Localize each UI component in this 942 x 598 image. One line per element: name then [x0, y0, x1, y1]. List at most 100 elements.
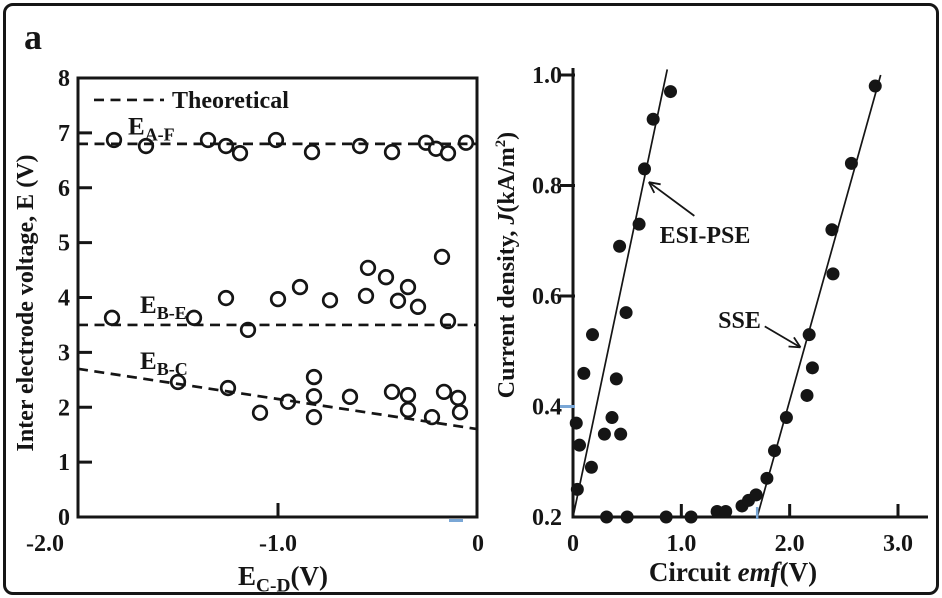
- label-ebc: EB-C: [140, 348, 188, 379]
- electrode-voltage-x-axis-label: EC-D(V): [238, 561, 328, 597]
- electrode-voltage-ytick-label: 8: [58, 66, 70, 92]
- blue-dash-below-axis: [449, 519, 463, 522]
- data-point: [577, 366, 591, 380]
- data-point: [217, 289, 235, 307]
- data-point: [185, 309, 203, 326]
- electrode-voltage-ytick-label: 3: [58, 340, 70, 366]
- electrode-voltage-xtick-label: 0: [472, 531, 484, 557]
- data-point: [613, 239, 627, 253]
- data-point: [231, 145, 249, 162]
- data-point: [303, 143, 321, 161]
- electrode-voltage-ytick-label: 1: [58, 450, 70, 476]
- polarization-curves-ytick-label: 0.6: [532, 284, 562, 310]
- data-point: [800, 388, 814, 402]
- data-point: [399, 401, 417, 419]
- data-point: [868, 79, 882, 93]
- data-point: [749, 488, 763, 502]
- data-point: [409, 298, 427, 315]
- electrode-voltage-ytick-label: 0: [58, 505, 70, 531]
- data-point: [826, 267, 840, 281]
- data-point: [321, 292, 339, 309]
- data-point: [383, 383, 401, 401]
- polarization-curves-ytick-label: 0.8: [532, 174, 562, 200]
- data-point: [586, 328, 599, 342]
- data-point: [305, 368, 323, 386]
- polarization-curves-ytick-label: 0.2: [532, 505, 562, 531]
- panel-label: a: [24, 17, 42, 57]
- fit-line-esi-pse: [572, 69, 669, 518]
- electrode-voltage-ytick-label: 6: [58, 176, 70, 202]
- data-point: [664, 85, 677, 99]
- data-point: [449, 389, 467, 407]
- data-point: [609, 372, 623, 386]
- data-point: [825, 223, 839, 237]
- annotation-esi-pse: ESI-PSE: [660, 223, 751, 249]
- annotation-arrow-sse: [764, 325, 802, 349]
- polarization-curves-ytick-label: 0.4: [532, 395, 562, 421]
- data-point: [684, 510, 698, 524]
- data-point: [570, 482, 584, 496]
- electrode-voltage-ytick-label: 2: [58, 395, 70, 421]
- label-ebe: EB-E: [140, 292, 187, 323]
- electrode-voltage-xtick-label: -1.0: [259, 531, 297, 557]
- electrode-voltage-legend-label: Theoretical: [172, 88, 289, 114]
- annotation-arrow-sse-head-1: [793, 336, 802, 348]
- electrode-voltage-plot-frame: [76, 76, 479, 519]
- electrode-voltage-chart: 0 1 2 3 4 5 6 7 8 -2.0 -1.0 0 Inter electrode voltag…: [13, 66, 484, 597]
- data-point: [389, 292, 407, 309]
- data-point: [399, 278, 417, 296]
- label-eaf: EA-F: [128, 113, 175, 144]
- data-point: [305, 408, 323, 426]
- data-point: [251, 404, 269, 421]
- data-point: [584, 460, 598, 474]
- annotation-arrow-sse-head-0: [788, 345, 801, 349]
- theoretical-line-ebc: [77, 367, 479, 431]
- data-point: [760, 471, 774, 485]
- data-point: [351, 137, 369, 155]
- data-point: [433, 248, 451, 266]
- data-point: [399, 387, 417, 404]
- polarization-curves-xtick-label: 3.0: [883, 531, 913, 557]
- annotation-sse: SSE: [718, 308, 761, 334]
- data-point: [719, 504, 733, 518]
- data-point: [439, 145, 457, 162]
- data-point: [451, 404, 469, 421]
- data-point: [614, 427, 628, 441]
- electrode-voltage-ytick-label: 4: [58, 286, 70, 312]
- data-point: [605, 411, 619, 425]
- data-point: [377, 269, 395, 286]
- data-point: [659, 510, 673, 524]
- data-point: [341, 388, 359, 405]
- electrode-voltage-ytick-label: 7: [58, 121, 70, 147]
- polarization-curves-series-sse-data: [600, 79, 882, 524]
- electrode-voltage-ytick-label: 5: [58, 231, 70, 257]
- data-point: [619, 306, 633, 320]
- annotation-arrow-esi-pse-head-1: [648, 181, 656, 194]
- electrode-voltage-series-ebe-measured: [103, 248, 457, 339]
- electrode-voltage-xtick-label: -2.0: [26, 531, 64, 557]
- polarization-curves-xtick-label: 1.0: [666, 531, 696, 557]
- data-point: [600, 510, 614, 524]
- data-point: [573, 438, 586, 452]
- data-point: [269, 290, 287, 308]
- polarization-curves-chart: 0.2 0.4 0.6 0.8 1.0 0 1.0 2.0 3.0 Current density…: [493, 63, 928, 587]
- polarization-curves-ytick-label: 1.0: [532, 63, 562, 89]
- data-point: [359, 259, 377, 277]
- data-point: [569, 416, 583, 430]
- data-point: [768, 444, 781, 458]
- data-point: [802, 328, 816, 342]
- data-point: [620, 510, 634, 524]
- polarization-curves-series-esi-pse-data: [569, 85, 677, 496]
- data-point: [217, 137, 235, 155]
- fit-line-sse: [756, 74, 882, 518]
- data-point: [103, 309, 121, 326]
- electrode-voltage-y-axis-label: Inter electrode voltage, E (V): [13, 154, 39, 451]
- annotation-arrow-esi-pse: [648, 181, 695, 217]
- electrode-voltage-series-ebc-measured: [169, 368, 469, 426]
- polarization-curves-y-axis-label: Current density, J(kA/m2): [493, 132, 520, 398]
- annotation-arrow-esi-pse-shaft: [648, 181, 695, 217]
- data-point: [435, 383, 453, 401]
- data-point: [239, 321, 257, 339]
